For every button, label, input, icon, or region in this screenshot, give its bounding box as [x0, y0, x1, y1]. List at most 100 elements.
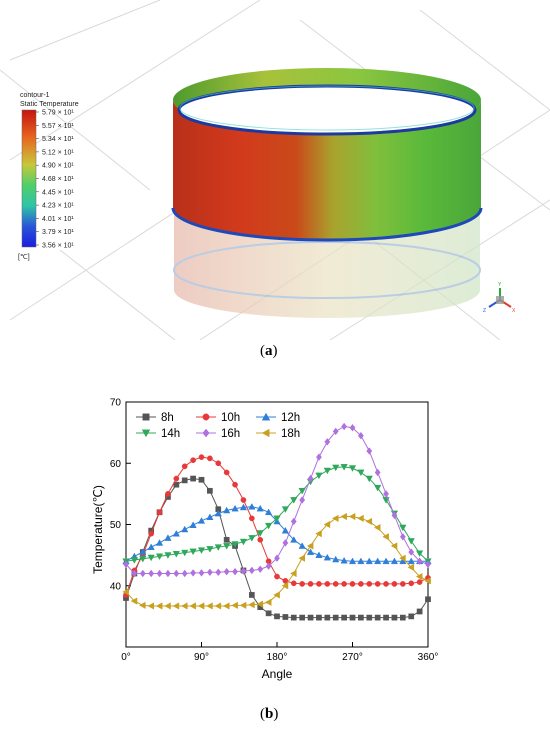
legend-level-label: 3.56 × 10¹	[42, 243, 74, 250]
x-tick-label: 360°	[418, 652, 439, 663]
x-tick-label: 270°	[342, 652, 363, 663]
legend-level-label: 3.79 × 10¹	[42, 229, 74, 236]
data-point	[407, 563, 415, 571]
chart-svg: 0° 90° 180° 270° 360° 40 50 60 70 Angle Temperatur…	[91, 398, 439, 682]
legend-item: 10h	[196, 412, 240, 424]
data-point	[282, 539, 289, 547]
y-tick-label: 40	[110, 581, 122, 592]
data-point	[366, 581, 373, 587]
data-point	[290, 569, 297, 578]
data-point	[248, 592, 255, 598]
data-point	[349, 423, 356, 432]
data-point	[198, 476, 205, 483]
data-point	[147, 554, 155, 562]
data-point	[173, 481, 180, 488]
data-point	[155, 553, 164, 561]
data-point	[358, 614, 364, 621]
data-point	[123, 560, 129, 569]
data-point	[239, 601, 247, 609]
x-tick-label: 0°	[121, 652, 131, 663]
series-14h	[122, 464, 432, 565]
legend-colorbar	[21, 109, 37, 248]
data-point	[307, 614, 314, 621]
data-point	[365, 475, 373, 483]
data-point	[156, 509, 163, 516]
data-point	[139, 555, 147, 563]
axis-z-label: Z	[483, 308, 486, 314]
legend-title-1: contour-1	[20, 92, 50, 99]
legend-item: 8h	[136, 412, 174, 424]
data-point	[415, 572, 423, 581]
axis-triad-icon: Y X Z	[483, 282, 516, 314]
data-point	[425, 596, 431, 603]
data-point	[207, 455, 213, 462]
data-point	[332, 427, 339, 436]
data-point	[307, 474, 314, 483]
y-axis-label: Temperature(℃)	[91, 485, 105, 574]
data-point	[265, 562, 272, 570]
caption-b-letter: b	[265, 706, 274, 722]
data-point	[215, 460, 222, 467]
data-point	[315, 551, 323, 558]
data-point	[215, 568, 222, 577]
legend-level-label: 4.23 × 10¹	[42, 203, 74, 210]
legend-title-2: Static Temperature	[20, 101, 79, 108]
data-point	[264, 598, 272, 606]
data-point	[298, 554, 306, 562]
data-point	[332, 514, 339, 522]
data-point	[316, 614, 322, 621]
data-point	[365, 517, 373, 526]
data-point	[139, 601, 146, 609]
data-point	[416, 557, 423, 566]
data-point	[257, 565, 264, 574]
data-point	[198, 454, 205, 460]
data-point	[316, 581, 322, 587]
caption-b: (b)	[260, 706, 279, 722]
data-point	[131, 569, 138, 578]
data-point	[181, 569, 188, 578]
data-point	[373, 523, 381, 532]
legend-level-label: 4.90 × 10¹	[42, 163, 74, 170]
data-point	[390, 557, 399, 565]
data-point	[190, 457, 196, 464]
data-point	[231, 504, 239, 512]
data-point	[399, 581, 406, 587]
data-point	[239, 538, 248, 546]
data-point	[340, 556, 348, 564]
data-point	[190, 569, 197, 577]
data-point	[349, 581, 356, 587]
data-point	[425, 560, 431, 569]
data-point	[332, 581, 339, 587]
data-point	[139, 548, 147, 555]
y-tick-label: 70	[110, 398, 122, 409]
axis-y-label: Y	[498, 282, 502, 288]
legend-level-label: 5.12 × 10¹	[42, 149, 74, 156]
data-point	[348, 557, 357, 565]
data-point	[340, 464, 348, 471]
data-point	[172, 529, 180, 537]
data-point	[248, 535, 256, 542]
data-point	[299, 496, 306, 504]
data-point	[223, 567, 230, 576]
data-point	[281, 506, 290, 513]
data-point	[223, 536, 230, 543]
data-point	[172, 551, 180, 558]
data-point	[181, 549, 189, 557]
data-point	[416, 608, 423, 615]
data-point	[290, 580, 297, 587]
data-point	[323, 553, 331, 561]
data-point	[139, 569, 146, 578]
data-point	[340, 512, 347, 521]
data-point	[298, 542, 306, 549]
data-point	[273, 591, 280, 599]
data-point	[348, 465, 357, 472]
data-point	[248, 566, 255, 575]
legend-label: 14h	[161, 428, 180, 440]
legend-marker	[142, 413, 150, 421]
data-point	[214, 509, 222, 517]
data-point	[206, 513, 214, 520]
series-18h	[122, 512, 431, 610]
x-tick-label: 90°	[194, 652, 209, 663]
data-point	[256, 504, 264, 512]
data-point	[374, 581, 381, 587]
